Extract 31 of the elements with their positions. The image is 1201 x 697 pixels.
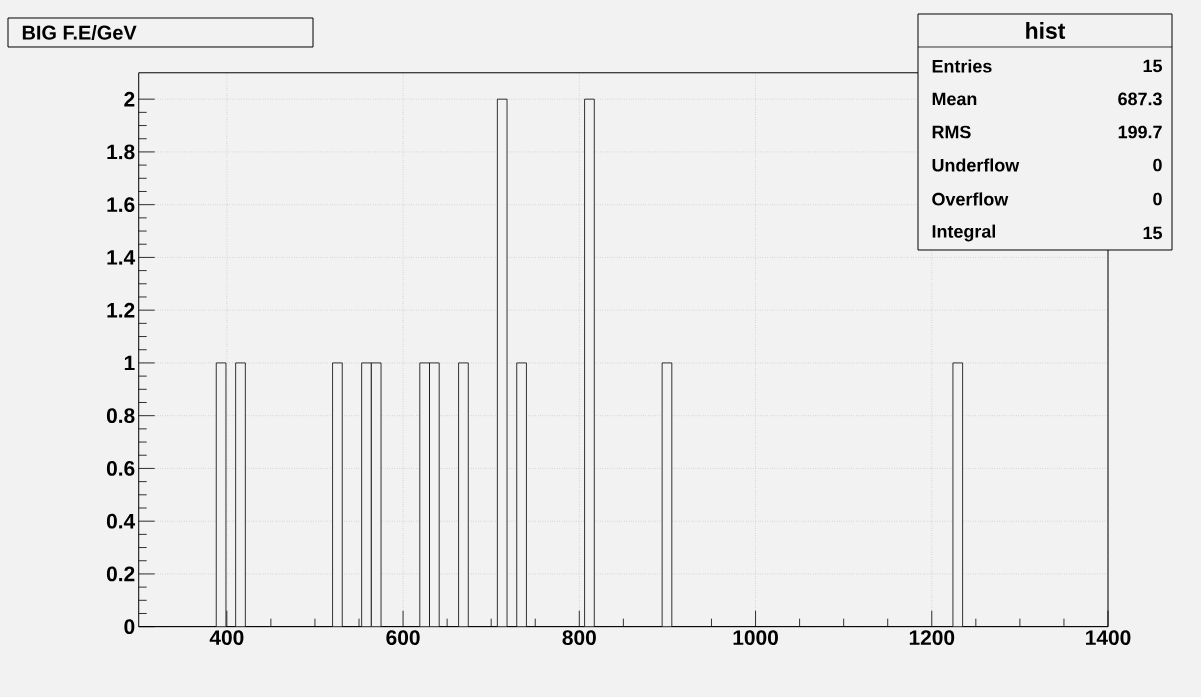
text: hist bbox=[1026, 22, 1066, 39]
annotation: Overflow bbox=[932, 192, 1009, 206]
text: 15 bbox=[1143, 226, 1162, 240]
y-tick-label: 0 bbox=[124, 619, 135, 635]
y-tick-label: 0.4 bbox=[106, 513, 136, 529]
y-tick-label: 0.6 bbox=[106, 461, 135, 476]
text: 0 bbox=[1153, 158, 1162, 172]
chart-title: BIG F.E/GeV bbox=[22, 25, 137, 40]
x-tick-label: 1000 bbox=[733, 630, 778, 646]
annotation: RMS bbox=[932, 125, 971, 139]
text: Entries bbox=[932, 59, 992, 73]
x-tick-label: 800 bbox=[562, 630, 596, 646]
y-tick-label: 0.8 bbox=[106, 408, 135, 424]
y-tick-label: 1.2 bbox=[107, 302, 135, 318]
y-tick-label: 1.6 bbox=[107, 197, 135, 213]
y-tick-label: 2 bbox=[124, 91, 135, 107]
annotation: Mean bbox=[932, 92, 977, 106]
text: 687.3 bbox=[1118, 92, 1162, 106]
y-tick-label: 0.2 bbox=[106, 566, 135, 582]
y-tick-label: 1.8 bbox=[107, 144, 135, 160]
x-tick-label: 1200 bbox=[909, 630, 955, 646]
x-tick-label: 600 bbox=[386, 630, 420, 646]
text: 199.7 bbox=[1118, 125, 1162, 139]
annotation: Integral bbox=[932, 224, 996, 242]
text: 15 bbox=[1143, 59, 1162, 73]
y-tick-label: 1.4 bbox=[107, 250, 136, 265]
y-tick-label: 1 bbox=[124, 355, 135, 371]
x-tick-label: 400 bbox=[209, 630, 244, 646]
annotation: Underflow bbox=[932, 158, 1020, 172]
x-tick-label: 1400 bbox=[1086, 630, 1131, 646]
text: 0 bbox=[1153, 192, 1162, 206]
